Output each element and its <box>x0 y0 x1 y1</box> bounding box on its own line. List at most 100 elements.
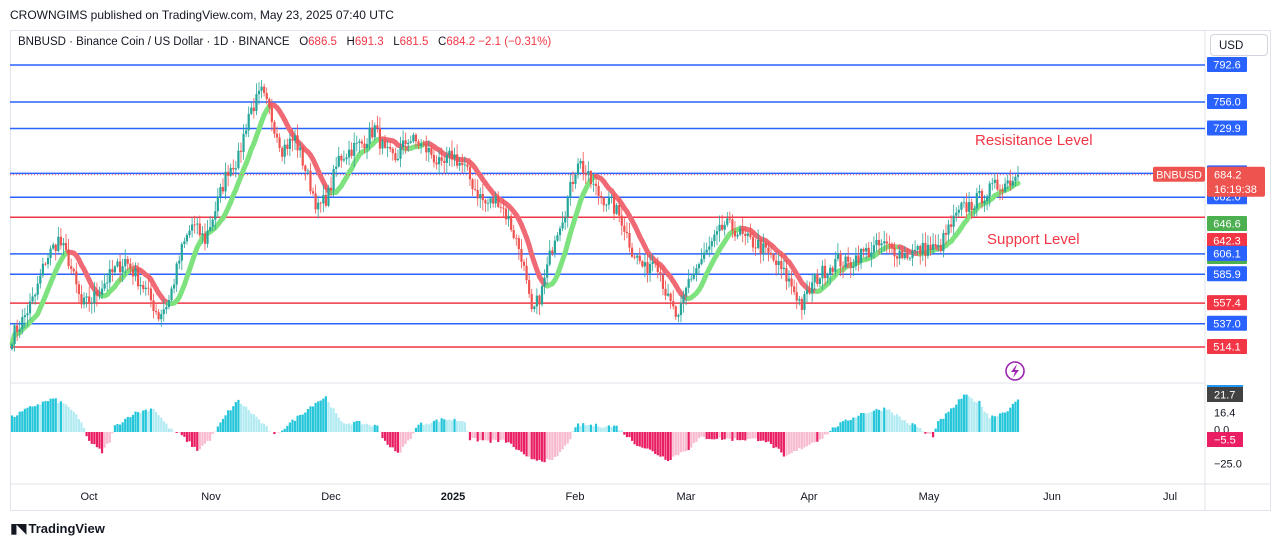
histogram-bar <box>715 432 719 439</box>
histogram-bar <box>615 425 618 432</box>
histogram-bar <box>21 411 24 432</box>
histogram-bar <box>952 407 955 432</box>
price-badge-bg <box>1207 120 1247 136</box>
candle-body <box>723 224 726 230</box>
candle-body <box>913 249 917 251</box>
candle-body <box>772 254 775 261</box>
histogram-bar <box>867 412 870 432</box>
histogram-bar <box>968 396 971 432</box>
histogram-bar <box>947 411 950 432</box>
candle-body <box>378 128 382 149</box>
price-axis-badge: 792.6 <box>1207 57 1247 72</box>
candle-body <box>281 147 284 157</box>
price-badge-text: 557.4 <box>1213 298 1241 310</box>
candle-body <box>422 143 425 145</box>
candle-body <box>239 150 243 152</box>
candle-body <box>111 269 114 273</box>
time-tick-label: 2025 <box>441 491 465 503</box>
candle-body <box>80 294 83 305</box>
histogram-bar <box>165 423 168 432</box>
histogram-bar <box>46 401 50 432</box>
histogram-bar <box>739 432 742 441</box>
candle-body <box>270 107 273 122</box>
osc-axis-label: 21.7 <box>1214 390 1235 402</box>
candle-body <box>728 218 731 220</box>
histogram-bar <box>769 432 773 444</box>
candle-body <box>947 224 950 235</box>
histogram-bar <box>607 425 611 432</box>
candle-body <box>1011 181 1014 186</box>
price-badge-bg <box>1207 94 1247 110</box>
time-tick-label: Dec <box>321 491 341 503</box>
histogram-bar <box>494 432 497 441</box>
candle-body <box>347 149 351 158</box>
histogram-bar <box>183 432 186 437</box>
histogram-bar <box>677 432 680 456</box>
histogram-bar <box>777 432 780 449</box>
candle-body <box>288 138 291 149</box>
histogram-bar <box>304 412 307 432</box>
time-tick-label: Apr <box>800 491 817 503</box>
histogram-bar <box>872 410 876 432</box>
candle-body <box>510 215 513 230</box>
histogram-bar <box>252 414 255 432</box>
histogram-bar <box>839 422 842 432</box>
candle-body <box>329 187 333 191</box>
candle-body <box>530 293 533 310</box>
candle-body <box>872 245 876 253</box>
candle-body <box>237 150 240 169</box>
histogram-bar <box>139 412 142 432</box>
histogram-bar <box>913 424 917 432</box>
candle-body <box>957 209 960 213</box>
histogram-bar <box>723 432 726 440</box>
candle-body <box>286 144 289 149</box>
candle-body <box>744 233 747 236</box>
candle-body <box>275 133 279 138</box>
histogram-bar <box>407 432 410 441</box>
histogram-bar <box>255 416 258 432</box>
histogram-bar <box>852 417 855 432</box>
histogram-bar <box>772 432 775 449</box>
candle-body <box>970 202 973 210</box>
histogram-bar <box>816 432 819 442</box>
histogram-bar <box>625 432 629 438</box>
candle-body <box>754 247 757 249</box>
candle-body <box>584 173 587 175</box>
candle-body <box>821 265 824 279</box>
histogram-bar <box>432 420 436 432</box>
histogram-bar <box>178 432 181 433</box>
histogram-bar <box>890 412 894 432</box>
candle-body <box>229 167 232 176</box>
candle-body <box>77 284 80 295</box>
histogram-bar <box>342 423 346 432</box>
currency-selector[interactable]: USD <box>1210 34 1268 56</box>
candle-body <box>193 224 196 226</box>
candle-body <box>126 259 129 264</box>
price-badge-bg <box>1207 339 1247 354</box>
candle-body <box>690 278 693 280</box>
candle-body <box>432 154 436 163</box>
histogram-bar <box>849 419 852 432</box>
candle-body <box>661 274 665 289</box>
candle-body <box>28 301 32 314</box>
time-tick-label: Jul <box>1163 491 1177 503</box>
histogram-bar <box>862 413 865 432</box>
histogram-bar <box>93 432 96 445</box>
candle-body <box>692 273 695 279</box>
candle-body <box>486 203 490 205</box>
histogram-bar <box>198 432 201 450</box>
histogram-bar <box>620 430 623 432</box>
candle-body <box>317 202 320 210</box>
histogram-bar <box>805 432 809 447</box>
candle-body <box>100 288 104 295</box>
candle-body <box>88 296 91 304</box>
histogram-bar <box>993 416 996 432</box>
candle-body <box>75 271 78 285</box>
histogram-bar <box>829 430 832 432</box>
histogram-bar <box>224 415 227 432</box>
candles <box>10 79 1020 352</box>
candle-body <box>849 261 852 268</box>
candle-body <box>551 250 554 254</box>
ohlc-change: −2.1 (−0.31%) <box>478 36 552 48</box>
